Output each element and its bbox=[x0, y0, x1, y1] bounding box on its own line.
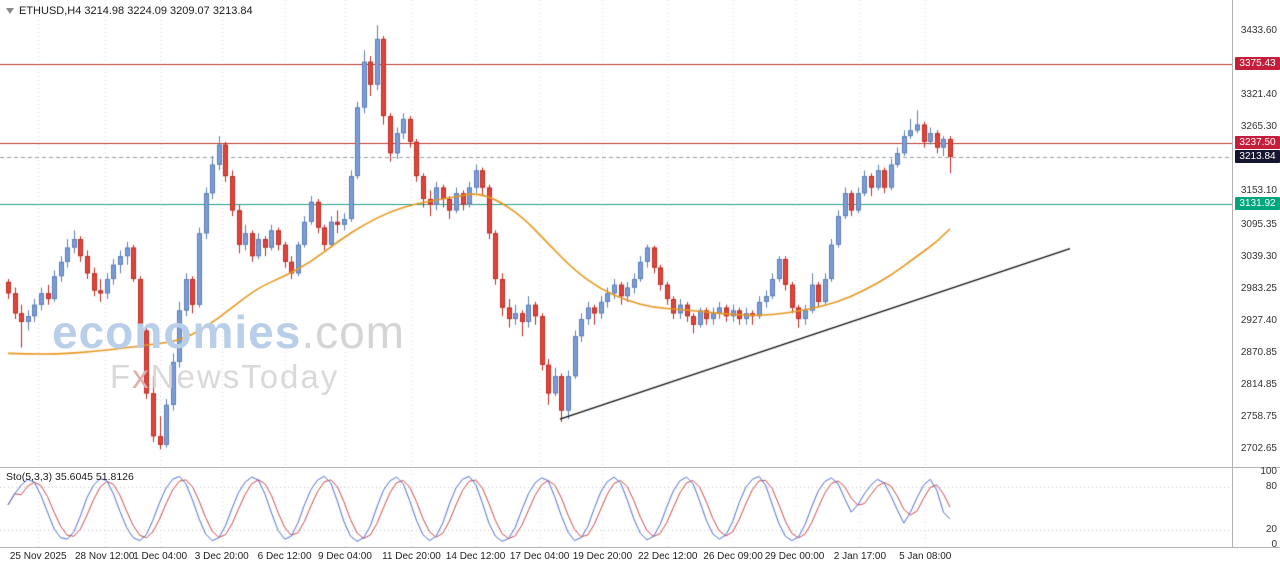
time-tick-label: 14 Dec 12:00 bbox=[445, 551, 506, 562]
time-tick-label: 17 Dec 04:00 bbox=[509, 551, 570, 562]
price-tick-label: 3321.40 bbox=[1240, 89, 1277, 101]
time-tick-label: 11 Dec 20:00 bbox=[382, 551, 441, 562]
price-axis-divider bbox=[1232, 0, 1233, 547]
watermark: economies.com FxNewsToday bbox=[52, 308, 405, 395]
current-price-label: 3213.84 bbox=[1235, 149, 1280, 163]
watermark-tagline: FxNewsToday bbox=[110, 358, 340, 396]
price-tick-label: 2702.65 bbox=[1240, 443, 1277, 455]
time-tick-label: 22 Dec 12:00 bbox=[637, 551, 698, 562]
price-tick-label: 2983.25 bbox=[1240, 282, 1277, 294]
time-axis[interactable]: 25 Nov 2025 28 Nov 12:00 1 Dec 04:00 3 Dec … bbox=[0, 548, 1232, 567]
price-tick-label: 2758.75 bbox=[1240, 410, 1277, 422]
time-tick-label: 26 Dec 09:00 bbox=[703, 551, 763, 562]
price-tick-label: 2927.40 bbox=[1240, 314, 1277, 326]
price-tick-label: 3433.60 bbox=[1240, 25, 1277, 37]
price-tick-label: 3095.35 bbox=[1240, 218, 1277, 230]
time-tick-label: 29 Dec 00:00 bbox=[764, 551, 825, 562]
stochastic-level-label: 0 bbox=[1271, 539, 1277, 550]
stochastic-level-label: 100 bbox=[1260, 466, 1277, 477]
time-tick-label: 19 Dec 20:00 bbox=[572, 551, 633, 562]
time-tick-label: 25 Nov 2025 bbox=[9, 551, 67, 562]
resistance-price-label: 3375.43 bbox=[1235, 57, 1280, 71]
stochastic-canvas[interactable] bbox=[0, 470, 1232, 547]
time-tick-label: 2 Jan 17:00 bbox=[833, 551, 887, 562]
time-tick-label: 6 Dec 12:00 bbox=[257, 551, 312, 562]
price-tick-label: 3265.30 bbox=[1240, 121, 1277, 133]
time-tick-label: 9 Dec 04:00 bbox=[317, 551, 372, 562]
price-tick-label: 2814.85 bbox=[1240, 378, 1277, 390]
price-chart-canvas[interactable] bbox=[0, 0, 1232, 467]
time-axis-divider bbox=[0, 547, 1280, 548]
price-tick-label: 3153.10 bbox=[1240, 185, 1277, 197]
stochastic-level-label: 80 bbox=[1265, 480, 1277, 492]
time-tick-label: 28 Nov 12:00 bbox=[74, 551, 135, 562]
support-price-label: 3131.92 bbox=[1235, 196, 1280, 210]
price-tick-label: 3039.30 bbox=[1240, 250, 1277, 262]
time-tick-label: 3 Dec 20:00 bbox=[194, 551, 249, 562]
price-axis[interactable]: 3433.60 3321.40 3265.30 3153.10 3095.35 3039.… bbox=[1233, 0, 1280, 550]
chevron-down-icon[interactable] bbox=[6, 8, 14, 14]
time-tick-label: 5 Jan 08:00 bbox=[899, 551, 952, 562]
stochastic-indicator-label: Sto(5,3,3) 35.6045 51.8126 bbox=[6, 471, 134, 483]
panel-divider[interactable] bbox=[0, 467, 1280, 468]
symbol-ohlc-text: ETHUSD,H4 3214.98 3224.09 3209.07 3213.8… bbox=[19, 5, 253, 17]
watermark-brand: economies.com bbox=[52, 306, 405, 358]
time-tick-label: 1 Dec 04:00 bbox=[133, 551, 188, 562]
resistance-price-label: 3237.50 bbox=[1235, 136, 1280, 150]
symbol-info-bar: ETHUSD,H4 3214.98 3224.09 3209.07 3213.8… bbox=[6, 5, 253, 17]
stochastic-level-label: 20 bbox=[1265, 524, 1277, 536]
price-tick-label: 2870.85 bbox=[1240, 346, 1277, 358]
